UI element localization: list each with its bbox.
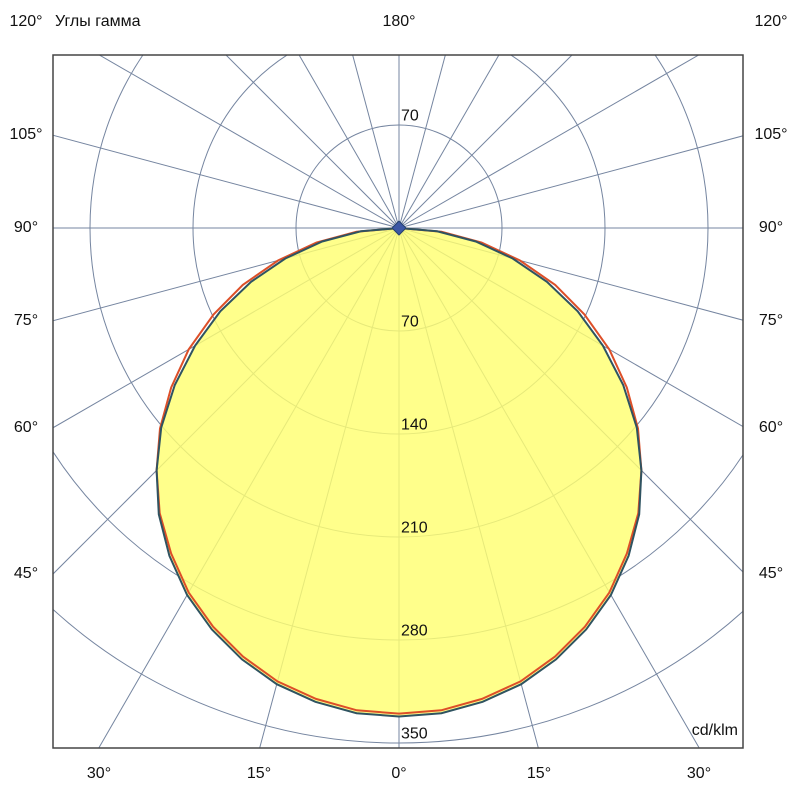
ring-value-label-0: 70 [401,107,419,125]
gamma-ray-75l [53,227,400,322]
curve-c90-c270 [155,227,643,718]
ring-value-label-2: 140 [401,416,428,434]
gamma-angle-label-right-2: 75° [758,312,784,330]
gamma-angle-label-bottom-2: 0° [391,765,407,783]
gamma-ray-120r [398,55,700,229]
ring-value-label-1: 70 [401,313,419,331]
gamma-ray-105l [53,134,400,229]
gamma-angle-label-right-1: 90° [758,219,784,237]
gamma-angle-label-right-3: 60° [758,419,784,437]
ring-value-label-5: 350 [401,725,428,743]
gamma-ray-165r [398,55,446,229]
gamma-angle-label-bottom-0: 30° [86,765,112,783]
unit-label: cd/klm [691,722,738,740]
ring-value-label-4: 280 [401,622,428,640]
gamma-ray-135r [398,55,573,229]
plot-frame [52,54,744,749]
gamma-ray-150r [398,55,500,229]
gamma-angle-label-left-2: 75° [13,312,39,330]
gamma-ray-135l [225,55,400,229]
gamma-ray-150l [298,55,400,229]
gamma-angle-label-bottom-3: 15° [526,765,552,783]
gamma-angle-label-bottom-4: 30° [686,765,712,783]
gamma-ray-105r [398,135,743,229]
ring-value-label-3: 210 [401,519,428,537]
curve-c0-c180 [155,227,643,715]
gamma-angle-label-right-0: 105° [754,126,788,144]
pole-marker [391,220,407,236]
gamma-angle-label-top-center: 180° [382,13,416,31]
gamma-angle-label-left-1: 90° [13,219,39,237]
gamma-angle-label-bottom-1: 15° [246,765,272,783]
gamma-ray-75r [398,227,743,321]
intensity-fill [156,228,642,717]
gamma-angle-label-right-4: 45° [758,565,784,583]
gamma-ray-165l [352,55,400,229]
gamma-ray-120l [98,55,400,229]
chart-title: Углы гамма [55,13,141,31]
gamma-angle-label-top-right: 120° [754,13,788,31]
gamma-angle-label-left-3: 60° [13,419,39,437]
gamma-angle-label-left-0: 105° [9,126,43,144]
gamma-angle-label-left-4: 45° [13,565,39,583]
gamma-angle-label-top-left: 120° [9,13,43,31]
